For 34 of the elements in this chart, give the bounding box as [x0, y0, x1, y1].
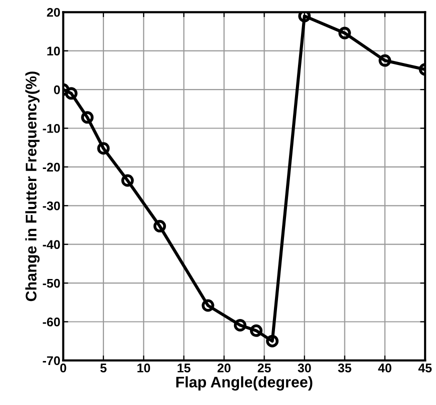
point — [153, 220, 166, 232]
y-tick-label: -30 — [42, 201, 60, 210]
point — [234, 318, 246, 332]
y-tick-label: 20 — [46, 8, 60, 17]
x-tick-label: 15 — [178, 364, 190, 372]
point — [65, 87, 78, 100]
x-tick-label: 30 — [298, 364, 311, 372]
point — [338, 26, 351, 40]
x-tick-label: 20 — [218, 364, 230, 372]
point — [298, 12, 311, 22]
x-tick-label: 5 — [100, 364, 107, 372]
y-tick-label: 10 — [47, 46, 60, 56]
point — [202, 299, 214, 312]
point — [121, 174, 134, 187]
y-tick-label: -40 — [42, 240, 60, 249]
point — [378, 54, 392, 67]
x-axis-title: Flap Angle(degree) — [176, 376, 312, 391]
point — [97, 142, 110, 155]
y-axis-title: Change in Flutter Frequency(%) — [25, 72, 40, 302]
x-tick-label: 10 — [137, 364, 150, 372]
y-tick-label: -20 — [42, 162, 60, 172]
point — [81, 111, 94, 124]
y-tick-label: 0 — [54, 85, 60, 94]
point — [250, 324, 262, 337]
y-tick-label: -70 — [42, 356, 60, 366]
y-tick-label: -60 — [42, 318, 60, 326]
point — [266, 334, 279, 348]
x-tick-label: 40 — [378, 364, 392, 372]
x-tick-label: 0 — [60, 364, 66, 372]
y-tick-label: -10 — [42, 124, 60, 133]
x-tick-label: 35 — [338, 364, 352, 372]
x-tick-label: 45 — [418, 364, 432, 372]
y-tick-label: -50 — [42, 278, 60, 288]
x-tick-label: 25 — [258, 364, 271, 372]
